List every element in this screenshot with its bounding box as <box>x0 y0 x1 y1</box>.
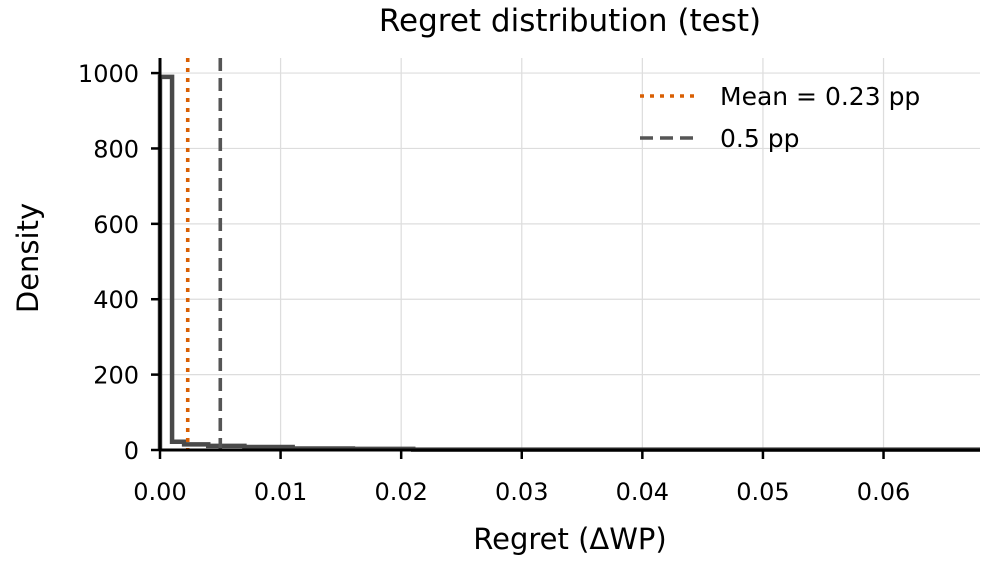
x-tick-label: 0.03 <box>495 478 548 506</box>
y-tick-label: 600 <box>93 211 139 239</box>
y-tick-label: 800 <box>93 135 139 163</box>
histogram-bin-0 <box>160 77 172 450</box>
grid-layer <box>159 58 980 451</box>
legend-label-1: 0.5 pp <box>720 124 799 153</box>
x-tick-label: 0.00 <box>133 478 186 506</box>
legend-layer: Mean = 0.23 pp 0.5 pp <box>640 82 920 153</box>
y-tick-label: 1000 <box>78 60 139 88</box>
x-tick-label: 0.04 <box>616 478 669 506</box>
chart-title: Regret distribution (test) <box>379 3 761 39</box>
x-axis-label: Regret (ΔWP) <box>473 522 666 556</box>
histogram-step-outline <box>157 74 980 452</box>
legend-label-0: Mean = 0.23 pp <box>720 82 920 111</box>
x-tick-label: 0.06 <box>857 478 910 506</box>
y-axis-label: Density <box>11 203 45 313</box>
x-tick-label: 0.02 <box>374 478 427 506</box>
y-tick-label: 400 <box>93 286 139 314</box>
x-tick-label: 0.05 <box>736 478 789 506</box>
y-tick-label: 200 <box>93 362 139 390</box>
y-tick-label: 0 <box>124 437 139 465</box>
axes-layer <box>158 58 980 452</box>
histogram-layer <box>157 74 980 452</box>
ticks-layer: 0.00 0.01 0.02 0.03 0.04 0.05 0.06 0 200 400 600 80… <box>78 60 910 506</box>
x-tick-label: 0.01 <box>254 478 307 506</box>
reference-lines-layer <box>185 58 223 450</box>
